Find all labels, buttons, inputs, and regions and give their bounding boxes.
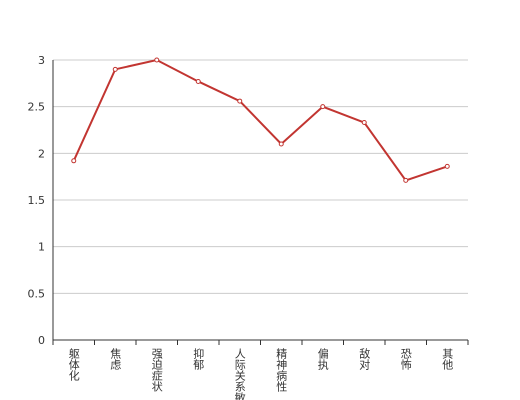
x-tick-label: 精神病性: [275, 348, 288, 393]
y-tick-label: 3: [38, 54, 45, 67]
x-tick-label: 恐怖: [399, 348, 412, 370]
x-tick-label: 敌对: [358, 347, 371, 370]
x-tick-label: 焦虑: [109, 348, 122, 370]
x-tick-label: 躯体化: [67, 348, 80, 382]
point: [112, 66, 118, 72]
point: [361, 120, 367, 126]
x-tick-label: 抑郁: [192, 347, 205, 370]
y-tick-label: 1: [38, 241, 45, 254]
y-tick-label: 0.5: [28, 287, 46, 300]
point: [403, 177, 409, 183]
y-tick-label: 0: [38, 334, 45, 347]
x-tick-label: 偏执: [316, 347, 329, 371]
x-tick-label: 强迫症状: [150, 348, 163, 392]
point: [444, 163, 450, 169]
point: [195, 78, 201, 84]
line-series: [72, 58, 448, 182]
x-tick-label: 其他: [441, 348, 454, 370]
point: [278, 141, 284, 147]
y-tick-label: 2: [38, 147, 45, 160]
point: [237, 98, 243, 104]
point: [154, 57, 160, 63]
point: [71, 158, 77, 164]
x-tick-label: 人际关系敏: [233, 348, 246, 400]
y-tick-label: 1.5: [28, 194, 46, 207]
point: [320, 104, 326, 110]
y-tick-label: 2.5: [28, 101, 46, 114]
